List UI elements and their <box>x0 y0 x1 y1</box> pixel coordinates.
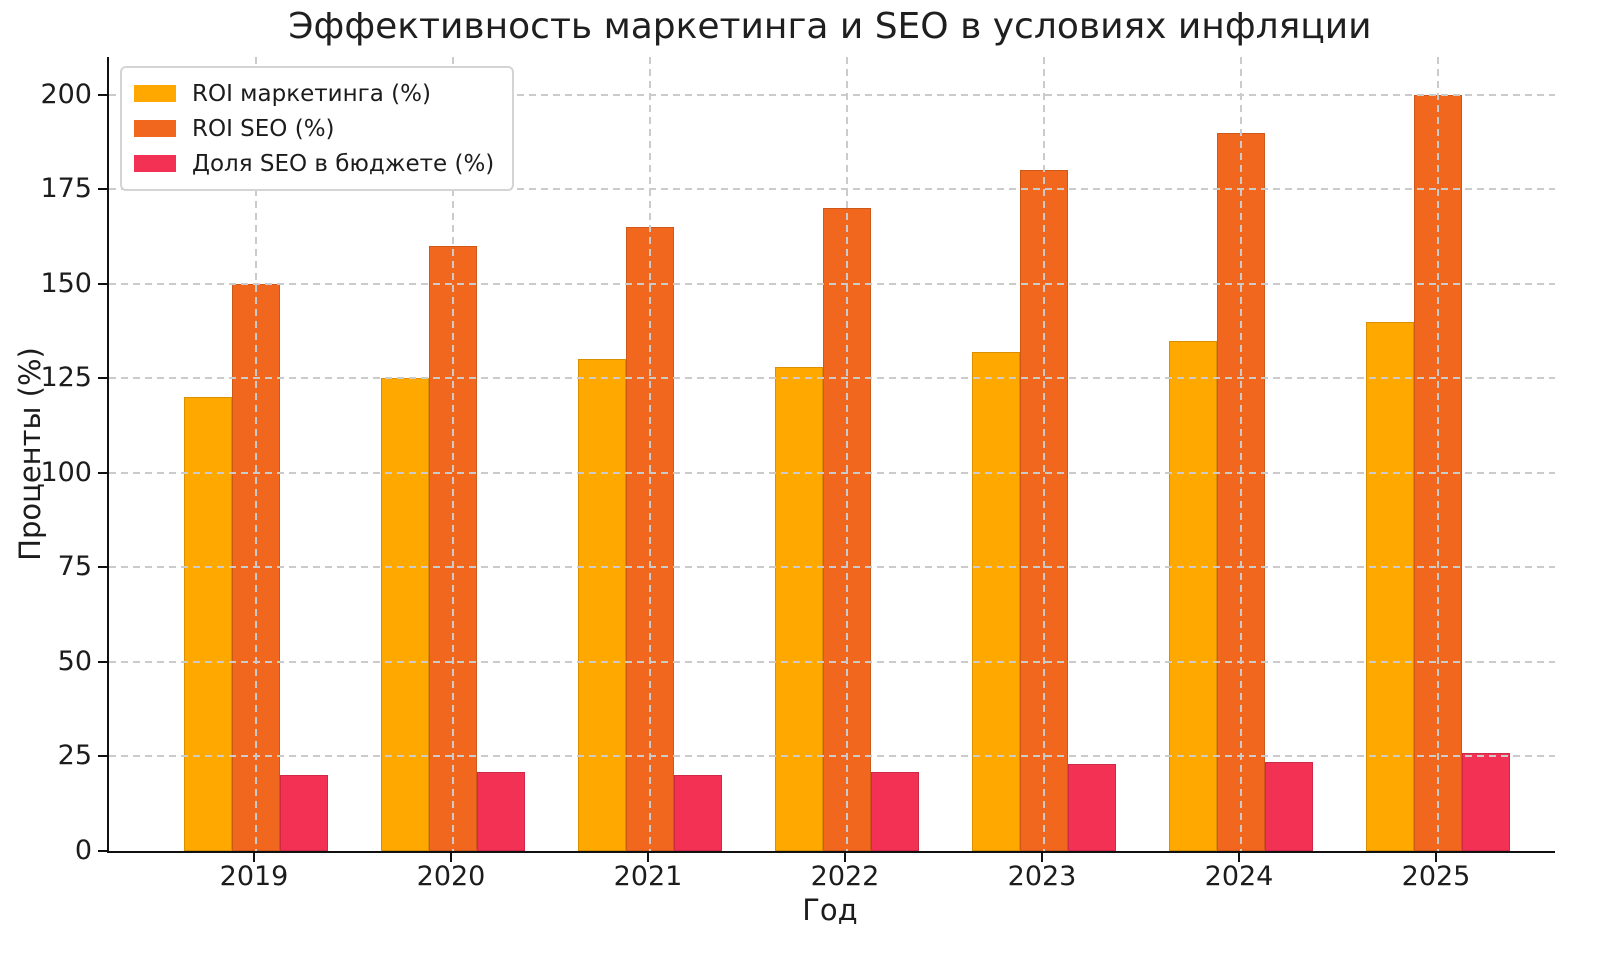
ytick-label-50: 50 <box>57 645 92 677</box>
ytick-label-100: 100 <box>40 456 92 488</box>
bar-seo-budget-share-2023 <box>1068 764 1116 851</box>
ytick-label-175: 175 <box>40 173 92 205</box>
xtick-mark-2019 <box>253 853 255 862</box>
legend-label-roi-seo: ROI SEO (%) <box>192 115 335 142</box>
bar-roi-seo-2024 <box>1217 132 1265 851</box>
xtick-label-2025: 2025 <box>1401 861 1471 892</box>
bar-seo-budget-share-2025 <box>1462 752 1510 851</box>
ytick-mark-75 <box>98 566 107 569</box>
ytick-mark-0 <box>98 850 107 852</box>
xtick-label-2024: 2024 <box>1204 861 1274 892</box>
xtick-mark-2021 <box>647 853 649 862</box>
ytick-mark-100 <box>98 471 107 474</box>
bar-roi-marketing-2025 <box>1366 321 1414 851</box>
legend: ROI маркетинга (%) ROI SEO (%) Доля SEO в … <box>120 66 515 191</box>
bar-seo-budget-share-2022 <box>871 771 919 851</box>
chart-title: Эффективность маркетинга и SEO в условия… <box>288 6 1372 47</box>
ytick-mark-175 <box>98 188 107 191</box>
xtick-label-2022: 2022 <box>810 861 880 892</box>
legend-item-roi-marketing: ROI маркетинга (%) <box>134 76 494 111</box>
bar-roi-marketing-2021 <box>578 359 626 851</box>
legend-swatch-roi-marketing <box>134 85 176 102</box>
ytick-label-75: 75 <box>57 551 92 583</box>
x-axis-label: Год <box>802 893 858 927</box>
xtick-label-2019: 2019 <box>219 861 289 892</box>
bar-roi-seo-2020 <box>429 246 477 851</box>
bar-seo-budget-share-2021 <box>674 775 722 851</box>
ytick-mark-50 <box>98 660 107 663</box>
legend-swatch-seo-budget-share <box>134 155 176 172</box>
bar-seo-budget-share-2019 <box>280 775 328 851</box>
ytick-label-150: 150 <box>40 267 92 299</box>
xtick-label-2020: 2020 <box>416 861 486 892</box>
bar-roi-seo-2019 <box>232 283 280 851</box>
bar-roi-seo-2021 <box>626 227 674 851</box>
ytick-label-125: 125 <box>40 362 92 394</box>
ytick-label-200: 200 <box>40 78 92 110</box>
bar-roi-marketing-2023 <box>972 351 1020 851</box>
bar-roi-marketing-2022 <box>775 367 823 851</box>
ytick-label-0: 0 <box>74 835 92 866</box>
legend-label-roi-marketing: ROI маркетинга (%) <box>192 80 431 107</box>
bar-seo-budget-share-2024 <box>1265 762 1313 851</box>
bar-roi-marketing-2020 <box>381 378 429 851</box>
xtick-mark-2020 <box>450 853 452 862</box>
ytick-mark-25 <box>98 755 107 758</box>
xtick-mark-2024 <box>1238 853 1240 862</box>
legend-item-roi-seo: ROI SEO (%) <box>134 111 494 146</box>
bar-roi-seo-2023 <box>1020 170 1068 851</box>
xtick-label-2021: 2021 <box>613 861 683 892</box>
legend-item-seo-budget-share: Доля SEO в бюджете (%) <box>134 146 494 181</box>
bar-roi-seo-2025 <box>1414 94 1462 851</box>
bar-roi-seo-2022 <box>823 208 871 851</box>
xtick-mark-2025 <box>1435 853 1437 862</box>
xtick-mark-2022 <box>844 853 846 862</box>
xtick-mark-2023 <box>1041 853 1043 862</box>
legend-label-seo-budget-share: Доля SEO в бюджете (%) <box>192 150 495 177</box>
ytick-label-25: 25 <box>57 740 92 772</box>
ytick-mark-200 <box>98 93 107 96</box>
legend-swatch-roi-seo <box>134 120 176 137</box>
bar-roi-marketing-2019 <box>184 397 232 851</box>
bar-seo-budget-share-2020 <box>477 771 525 851</box>
xtick-label-2023: 2023 <box>1007 861 1077 892</box>
bar-roi-marketing-2024 <box>1169 340 1217 851</box>
ytick-mark-150 <box>98 282 107 285</box>
ytick-mark-125 <box>98 377 107 380</box>
